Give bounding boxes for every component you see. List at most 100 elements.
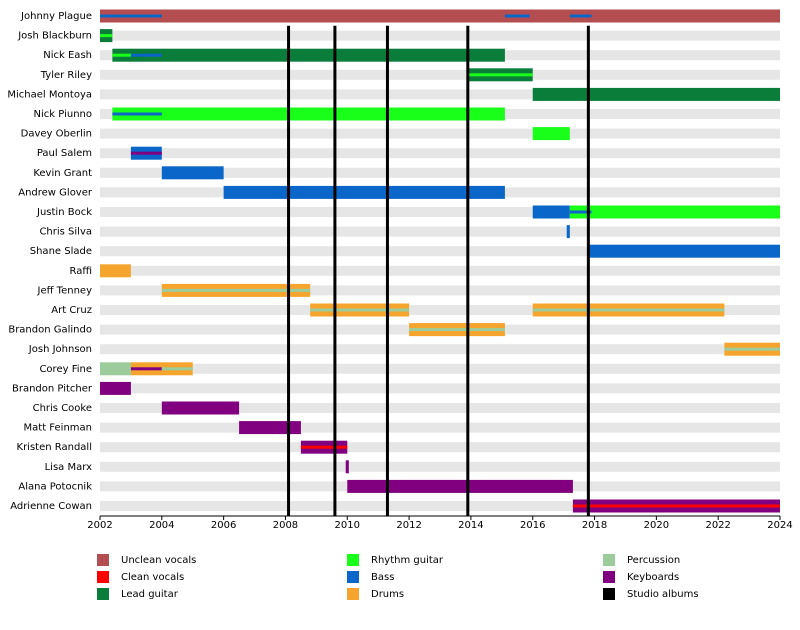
secondary-role-bar xyxy=(100,14,162,18)
secondary-role-bar xyxy=(409,328,505,332)
member-label: Lisa Marx xyxy=(45,462,92,473)
row-band xyxy=(100,305,780,315)
role-bar xyxy=(161,166,224,180)
row-band xyxy=(100,285,780,296)
x-tick-label: 2002 xyxy=(87,520,112,531)
member-label: Nick Piunno xyxy=(34,109,92,120)
member-label: Josh Blackburn xyxy=(17,31,92,42)
legend-label: Bass xyxy=(371,572,394,583)
secondary-role-bar xyxy=(161,367,193,371)
row-band xyxy=(100,167,780,178)
role-bar xyxy=(345,460,349,474)
member-label: Johnny Plague xyxy=(20,11,92,22)
legend-swatch xyxy=(603,588,615,600)
legend-label: Clean vocals xyxy=(121,572,184,583)
x-tick-label: 2020 xyxy=(644,520,669,531)
member-label: Brandon Galindo xyxy=(8,325,92,336)
member-label: Shane Slade xyxy=(30,246,92,257)
x-tick-label: 2004 xyxy=(149,520,174,531)
x-tick-label: 2024 xyxy=(767,520,792,531)
legend-swatch xyxy=(347,571,359,583)
member-label: Michael Montoya xyxy=(7,89,92,100)
row-band xyxy=(100,501,780,511)
member-label: Chris Cooke xyxy=(33,403,92,414)
x-tick-label: 2018 xyxy=(582,520,607,531)
x-tick-label: 2014 xyxy=(458,520,483,531)
secondary-role-bar xyxy=(112,53,131,57)
row-band xyxy=(100,363,780,374)
legend-swatch xyxy=(97,571,109,583)
role-bar xyxy=(100,362,131,376)
legend-swatch xyxy=(347,554,359,566)
member-label: Andrew Glover xyxy=(18,187,93,198)
member-label: Josh Johnson xyxy=(28,344,92,355)
legend-swatch xyxy=(97,588,109,600)
legend-label: Percussion xyxy=(627,555,680,566)
member-label: Raffi xyxy=(69,266,92,277)
secondary-role-bar xyxy=(532,308,725,312)
secondary-role-bar xyxy=(161,288,311,292)
member-label: Paul Salem xyxy=(37,148,92,159)
secondary-role-bar xyxy=(100,34,113,38)
role-bar xyxy=(100,9,780,23)
legend-label: Unclean vocals xyxy=(121,555,196,566)
member-label: Chris Silva xyxy=(39,227,92,238)
secondary-role-bar xyxy=(467,73,533,77)
secondary-role-bar xyxy=(724,347,780,351)
member-label: Corey Fine xyxy=(39,364,92,375)
row-band xyxy=(100,128,780,139)
member-label: Art Cruz xyxy=(51,305,92,316)
legend-swatch xyxy=(347,588,359,600)
secondary-role-bar xyxy=(130,151,162,155)
row-band xyxy=(100,30,780,41)
member-label: Justin Bock xyxy=(36,207,92,218)
legend-swatch xyxy=(603,554,615,566)
legend-swatch xyxy=(97,554,109,566)
secondary-role-bar xyxy=(569,210,592,214)
role-bar xyxy=(566,225,570,239)
role-bar xyxy=(223,185,505,199)
x-tick-label: 2016 xyxy=(520,520,545,531)
role-bar xyxy=(100,381,131,395)
secondary-role-bar xyxy=(130,367,162,371)
role-bar xyxy=(112,48,505,62)
secondary-role-bar xyxy=(112,112,162,116)
role-bar xyxy=(347,479,573,493)
legend-label: Lead guitar xyxy=(121,589,179,600)
member-label: Brandon Pitcher xyxy=(12,383,93,394)
row-band xyxy=(100,422,780,433)
role-bar xyxy=(532,87,780,101)
role-bar xyxy=(239,421,301,435)
role-bar xyxy=(588,244,780,258)
row-band xyxy=(100,207,780,217)
member-label: Alana Potocnik xyxy=(18,481,92,492)
member-label: Adrienne Cowan xyxy=(10,501,92,512)
role-bar xyxy=(161,401,240,415)
role-bar xyxy=(532,205,570,219)
member-label: Kevin Grant xyxy=(33,168,92,179)
secondary-role-bar xyxy=(572,504,780,508)
row-band xyxy=(100,461,780,472)
row-band xyxy=(100,403,780,413)
legend-label: Drums xyxy=(371,589,404,600)
role-bar xyxy=(532,127,570,141)
x-tick-label: 2012 xyxy=(396,520,421,531)
role-bar xyxy=(112,107,505,121)
secondary-role-bar xyxy=(569,14,592,18)
row-band xyxy=(100,69,780,80)
row-band xyxy=(100,265,780,276)
row-band xyxy=(100,226,780,237)
x-tick-label: 2006 xyxy=(211,520,236,531)
member-label: Tyler Riley xyxy=(40,70,92,81)
row-band xyxy=(100,246,780,257)
member-label: Davey Oberlin xyxy=(21,129,92,140)
row-band xyxy=(100,89,780,100)
secondary-role-bar xyxy=(130,53,162,57)
member-label: Matt Feinman xyxy=(24,423,92,434)
row-band xyxy=(100,148,780,159)
role-bar xyxy=(100,264,131,278)
role-bar xyxy=(569,205,780,219)
member-label: Kristen Randall xyxy=(17,442,92,453)
row-band xyxy=(100,383,780,394)
legend-label: Keyboards xyxy=(627,572,679,583)
